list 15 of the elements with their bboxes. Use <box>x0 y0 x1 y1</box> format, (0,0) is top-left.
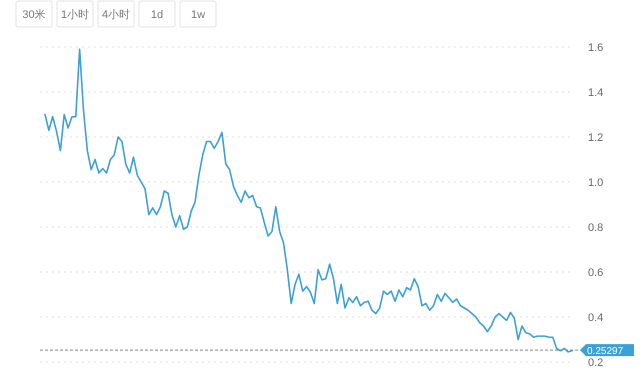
line-series <box>44 48 573 353</box>
y-tick-label: 1.0 <box>588 177 604 189</box>
y-tick-label: 1.6 <box>588 42 604 54</box>
text: 1d <box>150 9 164 21</box>
text: 4小时 <box>102 8 130 21</box>
y-tick-label: 0.2 <box>588 357 604 369</box>
y-tick-label: 0.4 <box>588 312 604 324</box>
text: 1小时 <box>60 8 90 21</box>
text: 30米 <box>22 8 46 21</box>
text: 1w <box>190 9 206 21</box>
y-tick-label: 0.8 <box>588 222 604 234</box>
y-tick-label: 1.4 <box>588 87 604 99</box>
y-tick-label: 1.2 <box>588 132 604 144</box>
ref-line-label: 0.25297 <box>587 346 624 358</box>
y-tick-label: 0.6 <box>588 267 604 279</box>
